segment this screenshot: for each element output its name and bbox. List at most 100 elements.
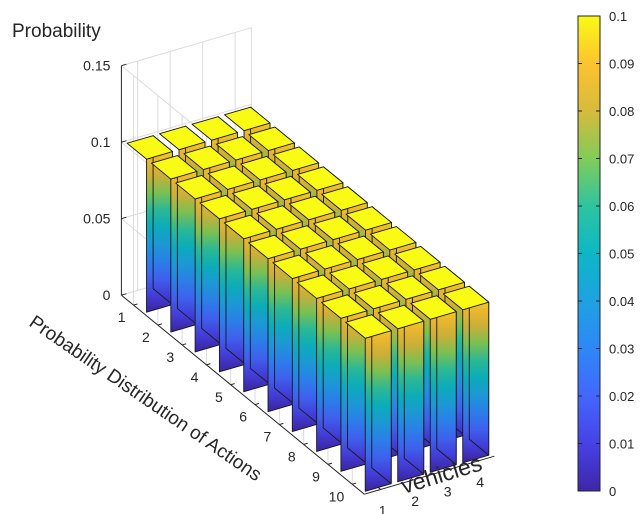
- bar-face-top: [297, 166, 344, 191]
- bar: [126, 135, 173, 313]
- grid-line: [121, 27, 252, 67]
- z-tick: [121, 140, 127, 143]
- bar-face-top: [256, 205, 303, 230]
- bar: [248, 234, 295, 413]
- bar-face-top: [369, 226, 417, 251]
- bar-face-top: [288, 195, 336, 221]
- y-tick: [206, 363, 211, 366]
- bar-face-top: [394, 245, 441, 271]
- bar-shade: [430, 311, 457, 473]
- y-tick-label: 8: [288, 448, 296, 464]
- bar-face-top: [329, 264, 376, 290]
- bar-shade: [268, 251, 295, 412]
- bar-shade: [170, 171, 197, 333]
- y-tick-label: 2: [142, 329, 150, 345]
- colorbar-tick-label: 0.06: [609, 199, 634, 214]
- bar-shade: [340, 310, 367, 472]
- bar: [345, 314, 392, 492]
- x-tick-label: 1: [379, 502, 387, 514]
- x-tick-label: 4: [476, 474, 484, 490]
- bar-face-top: [159, 125, 206, 151]
- bar-face-top: [313, 215, 360, 241]
- bar: [442, 285, 490, 464]
- z-tick-label: 0.05: [83, 211, 110, 227]
- bar-face-top: [150, 155, 198, 180]
- bar: [199, 194, 246, 373]
- bar-face-top: [304, 245, 352, 270]
- bar-face-top: [410, 295, 457, 320]
- bar-face-top: [386, 275, 433, 300]
- bar: [150, 155, 198, 333]
- bar-shade: [397, 321, 424, 482]
- bar: [321, 294, 368, 472]
- bar-face-top: [321, 294, 368, 319]
- z-axis-label: Probability: [12, 21, 101, 42]
- bar-face-top: [377, 304, 425, 330]
- bar-face-top: [353, 284, 400, 310]
- z-tick: [121, 293, 127, 296]
- bar-face-top: [345, 314, 392, 339]
- bar-shade: [365, 330, 392, 492]
- x-tick-label: 2: [411, 493, 419, 509]
- y-tick: [303, 442, 308, 445]
- bar-shade: [462, 302, 489, 463]
- bar-face-top: [248, 234, 295, 260]
- bar-shade: [146, 151, 173, 313]
- bar-shade: [243, 231, 270, 392]
- bar-face-top: [191, 116, 238, 141]
- colorbar-tick-label: 0: [609, 484, 616, 499]
- z-tick-label: 0.15: [83, 58, 110, 74]
- z-tick-label: 0: [103, 287, 111, 303]
- colorbar-tick-label: 0.1: [609, 9, 627, 24]
- bar-face-top: [126, 135, 173, 160]
- colorbar-tick-label: 0.02: [609, 389, 634, 404]
- y-axis-line: [121, 294, 365, 495]
- bar-face-top: [345, 206, 392, 231]
- y-tick-label: 5: [215, 389, 223, 405]
- x-tick-label: 3: [444, 483, 452, 499]
- colorbar-tick-label: 0.08: [609, 104, 634, 119]
- bar-face-top: [248, 126, 295, 152]
- y-tick: [327, 462, 333, 465]
- bar-shade: [195, 191, 222, 352]
- bar-shade: [219, 211, 246, 372]
- bar-face-top: [223, 214, 271, 240]
- bar-face-top: [280, 225, 327, 250]
- bar: [410, 295, 457, 473]
- colorbar: 0 0.01 0.02 0.03 0.04 0.05 0.06 0.07 0.08 0.09 0.1: [577, 9, 634, 499]
- colorbar-tick-label: 0.03: [609, 342, 634, 357]
- bar-face-top: [224, 106, 271, 132]
- bar: [296, 274, 344, 452]
- y-tick: [157, 323, 162, 326]
- colorbar-tick-label: 0.07: [609, 152, 634, 167]
- bar-face-top: [337, 235, 384, 261]
- y-tick-label: 4: [191, 369, 199, 385]
- bar-face-top: [272, 254, 319, 280]
- y-tick: [182, 343, 187, 346]
- bar-face-top: [442, 285, 490, 311]
- bar-face-top: [207, 165, 255, 190]
- y-tick-label: 7: [264, 429, 272, 445]
- bar: [377, 304, 425, 483]
- bar-face-top: [175, 174, 222, 200]
- y-tick-label: 6: [239, 409, 247, 425]
- y-tick: [133, 303, 138, 306]
- y-tick: [230, 383, 235, 386]
- bar-face-top: [361, 255, 409, 280]
- z-tick: [121, 216, 127, 220]
- x-axis-line: [364, 455, 495, 495]
- bars: [126, 106, 490, 492]
- bar-face-top: [232, 185, 279, 210]
- bar-face-top: [183, 145, 230, 171]
- y-tick: [279, 422, 284, 426]
- bar-face-top: [418, 265, 465, 291]
- bar-face-top: [199, 194, 246, 220]
- bar-face-top: [272, 146, 320, 171]
- colorbar-tick-label: 0.05: [609, 247, 634, 262]
- y-tick-label: 3: [166, 349, 174, 365]
- bar-face-top: [321, 186, 368, 211]
- z-tick: [121, 63, 127, 67]
- y-tick-label: 10: [329, 488, 345, 504]
